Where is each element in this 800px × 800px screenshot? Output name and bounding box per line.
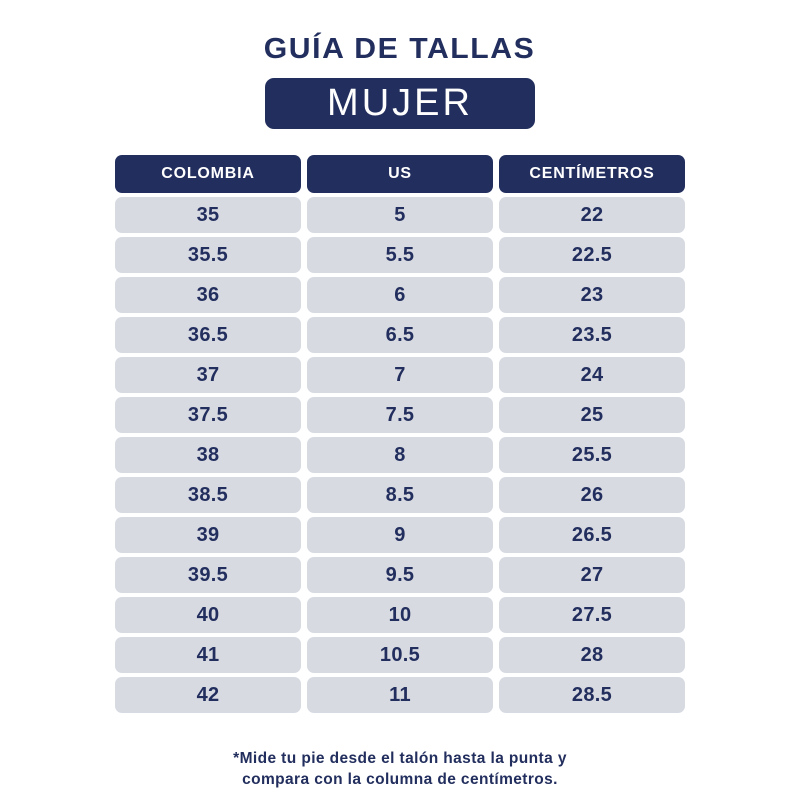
size-cell-centimetros-row1: 22 bbox=[499, 197, 685, 233]
size-cell-colombia-row12: 41 bbox=[115, 637, 301, 673]
size-cell-centimetros-row7: 25.5 bbox=[499, 437, 685, 473]
size-cell-centimetros-row6: 25 bbox=[499, 397, 685, 433]
size-cell-colombia-row1: 35 bbox=[115, 197, 301, 233]
footnote-line-1: *Mide tu pie desde el talón hasta la pun… bbox=[233, 750, 567, 767]
size-cell-centimetros-row3: 23 bbox=[499, 277, 685, 313]
measurement-footnote: *Mide tu pie desde el talón hasta la pun… bbox=[233, 749, 567, 791]
size-cell-centimetros-row8: 26 bbox=[499, 477, 685, 513]
size-cell-us-row5: 7 bbox=[307, 357, 493, 393]
size-cell-us-row10: 9.5 bbox=[307, 557, 493, 593]
size-cell-us-row4: 6.5 bbox=[307, 317, 493, 353]
page-title: GUÍA DE TALLAS bbox=[264, 33, 536, 65]
size-table: COLOMBIA US CENTÍMETROS 35 5 22 35.5 5.5 22.5 36 6… bbox=[115, 155, 685, 713]
size-cell-centimetros-row4: 23.5 bbox=[499, 317, 685, 353]
size-cell-colombia-row11: 40 bbox=[115, 597, 301, 633]
footnote-line-2: compara con la columna de centímetros. bbox=[242, 770, 558, 788]
size-cell-colombia-row8: 38.5 bbox=[115, 477, 301, 513]
size-cell-centimetros-row11: 27.5 bbox=[499, 597, 685, 633]
size-cell-us-row7: 8 bbox=[307, 437, 493, 473]
column-header-us: US bbox=[307, 155, 493, 193]
size-cell-us-row3: 6 bbox=[307, 277, 493, 313]
size-cell-centimetros-row12: 28 bbox=[499, 637, 685, 673]
size-cell-us-row6: 7.5 bbox=[307, 397, 493, 433]
size-cell-centimetros-row13: 28.5 bbox=[499, 677, 685, 713]
size-cell-colombia-row7: 38 bbox=[115, 437, 301, 473]
size-cell-colombia-row10: 39.5 bbox=[115, 557, 301, 593]
size-cell-colombia-row5: 37 bbox=[115, 357, 301, 393]
size-cell-us-row9: 9 bbox=[307, 517, 493, 553]
column-header-colombia: COLOMBIA bbox=[115, 155, 301, 193]
size-cell-us-row12: 10.5 bbox=[307, 637, 493, 673]
gender-badge: MUJER bbox=[265, 78, 535, 129]
size-cell-colombia-row2: 35.5 bbox=[115, 237, 301, 273]
size-cell-colombia-row3: 36 bbox=[115, 277, 301, 313]
size-cell-colombia-row6: 37.5 bbox=[115, 397, 301, 433]
size-cell-colombia-row4: 36.5 bbox=[115, 317, 301, 353]
size-cell-centimetros-row10: 27 bbox=[499, 557, 685, 593]
size-cell-us-row1: 5 bbox=[307, 197, 493, 233]
size-cell-us-row2: 5.5 bbox=[307, 237, 493, 273]
size-cell-colombia-row9: 39 bbox=[115, 517, 301, 553]
column-header-centimetros: CENTÍMETROS bbox=[499, 155, 685, 193]
size-cell-us-row11: 10 bbox=[307, 597, 493, 633]
gender-badge-label: MUJER bbox=[327, 82, 473, 124]
size-cell-centimetros-row9: 26.5 bbox=[499, 517, 685, 553]
size-cell-colombia-row13: 42 bbox=[115, 677, 301, 713]
size-cell-us-row13: 11 bbox=[307, 677, 493, 713]
size-cell-centimetros-row5: 24 bbox=[499, 357, 685, 393]
size-cell-centimetros-row2: 22.5 bbox=[499, 237, 685, 273]
size-cell-us-row8: 8.5 bbox=[307, 477, 493, 513]
